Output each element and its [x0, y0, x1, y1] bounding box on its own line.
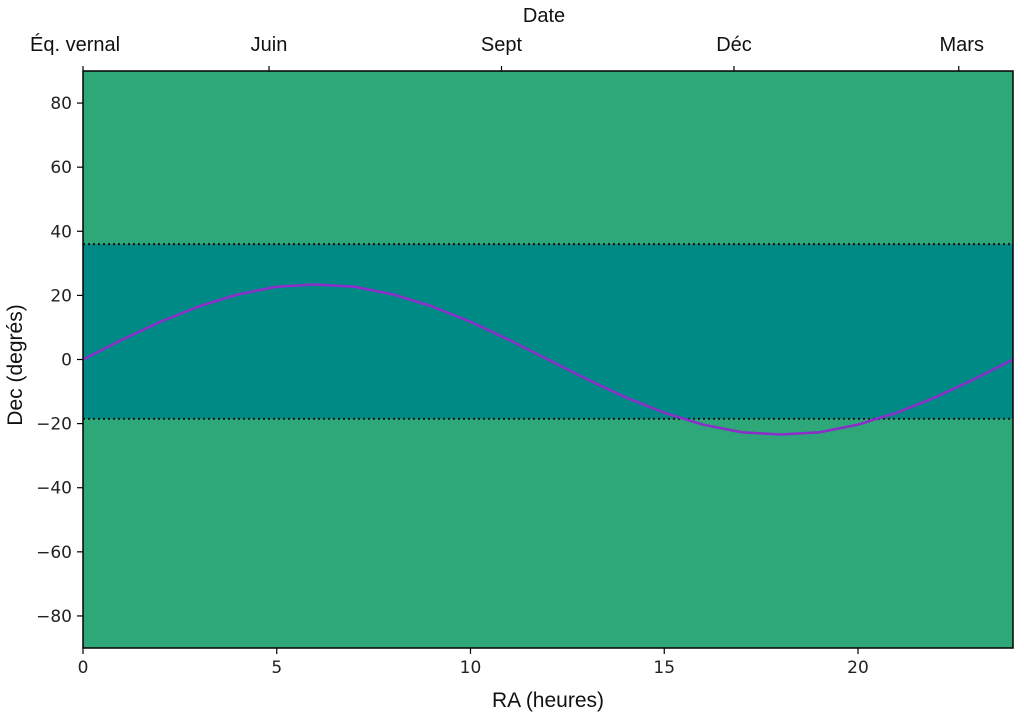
- y-tick-label: 0: [61, 351, 72, 371]
- x-axis-label: RA (heures): [492, 689, 604, 712]
- y-axis-label: Dec (degrés): [4, 304, 27, 425]
- plot-area: [82, 71, 1014, 648]
- x-tick-label: 5: [271, 658, 282, 678]
- y-tick-label: −60: [36, 543, 72, 563]
- x-tick-label: 10: [460, 658, 482, 678]
- top-tick-label: Sept: [481, 34, 523, 56]
- y-tick-label: 80: [50, 94, 72, 114]
- visible-band: [83, 244, 1013, 419]
- x-tick-label: 0: [78, 658, 89, 678]
- y-tick-label: 20: [50, 286, 72, 306]
- axes: 0 5 10 15 20 80 60 40 20 0 −20 −40 −60 −80 Éq. vernal J…: [30, 33, 1014, 678]
- x-tick-label: 20: [847, 658, 869, 678]
- top-tick-label: Mars: [940, 34, 984, 56]
- y-tick-label: −20: [36, 415, 72, 435]
- y-tick-label: −40: [36, 479, 72, 499]
- top-tick-label: Juin: [251, 34, 288, 56]
- top-axis-title: Date: [523, 5, 565, 27]
- x-tick-label: 15: [653, 658, 675, 678]
- ecliptic-curve: [82, 283, 1014, 436]
- y-tick-label: 40: [50, 222, 72, 242]
- top-tick-label: Éq. vernal: [30, 33, 120, 56]
- y-tick-label: −80: [36, 607, 72, 627]
- top-tick-label: Déc: [716, 34, 752, 56]
- y-tick-label: 60: [50, 158, 72, 178]
